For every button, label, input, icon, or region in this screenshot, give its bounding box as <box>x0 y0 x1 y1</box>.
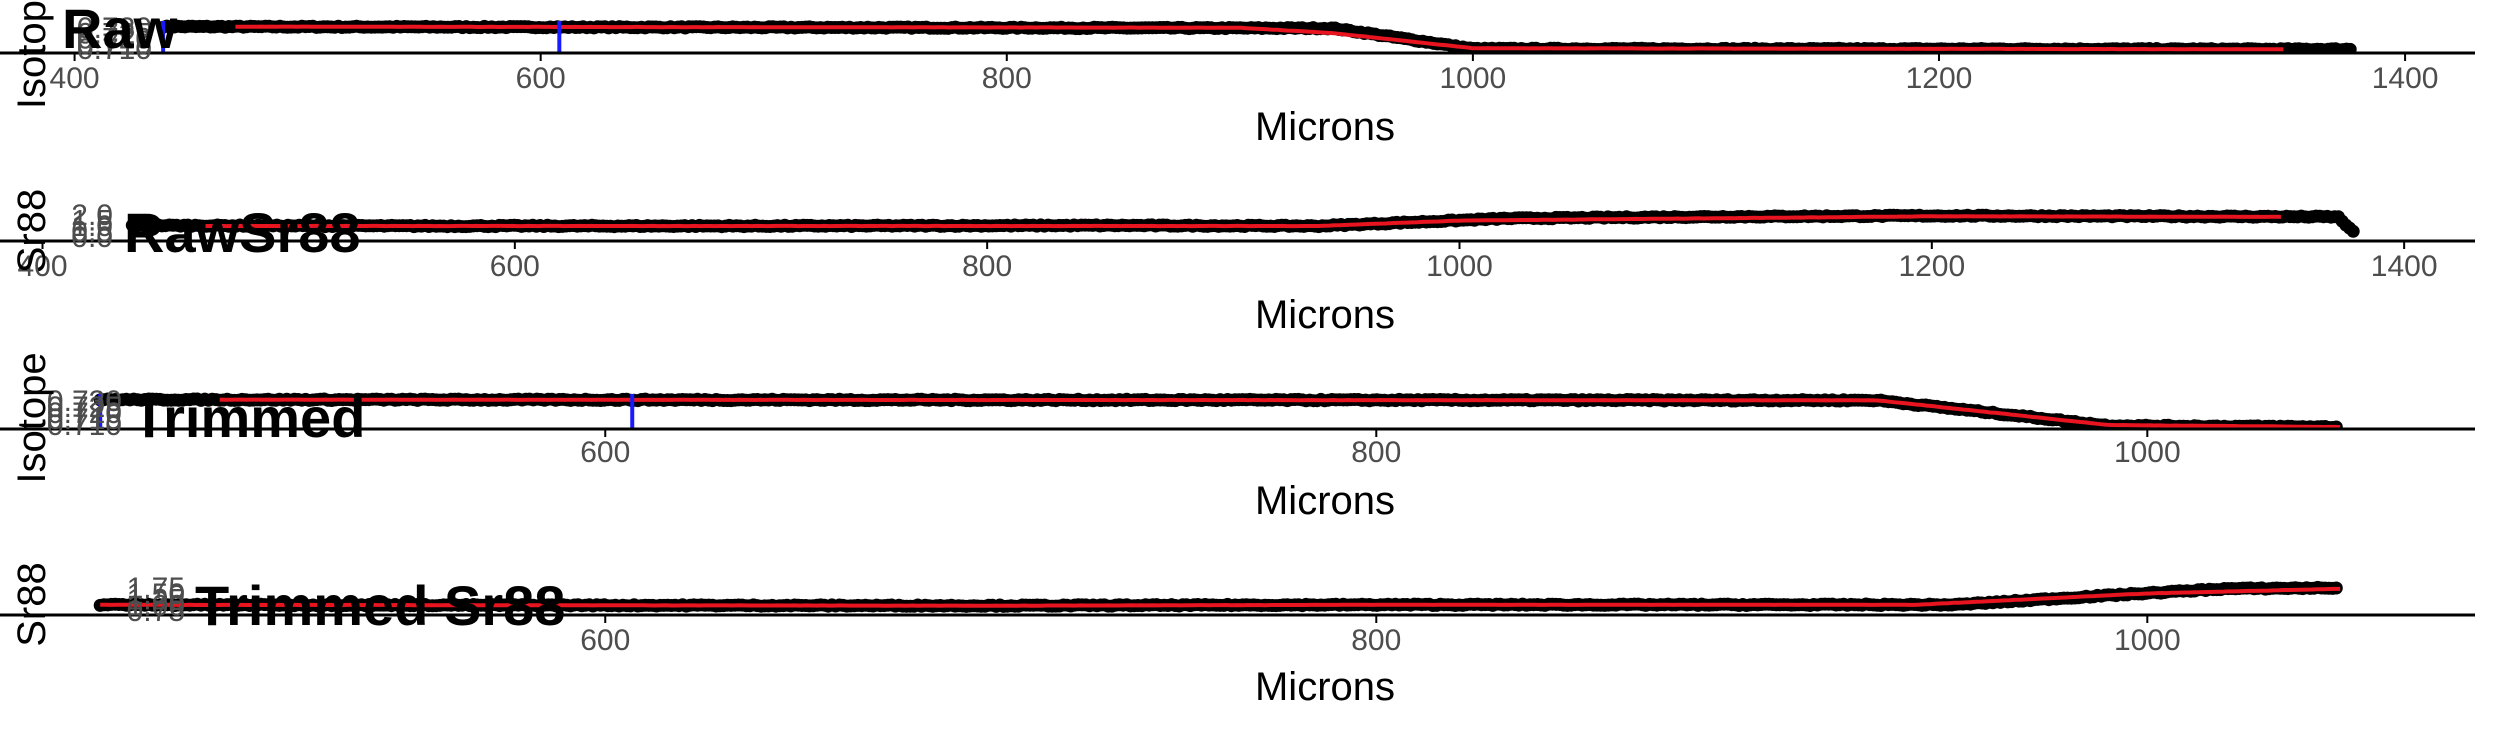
plot-area <box>93 392 2343 430</box>
panel-4: 600 800 1000 0.751.001.251.501.75 Microns Sr8… <box>0 562 2475 709</box>
y-tick-label: 0.720 <box>47 397 122 430</box>
y-tick-label: 0.730 <box>47 385 122 418</box>
x-tick-label: 800 <box>1351 436 1401 469</box>
y-tick-label: 0.0 <box>71 221 113 254</box>
x-axis-label: Microns <box>1255 105 1395 149</box>
y-tick-label: 0.725 <box>77 17 152 50</box>
data-point <box>2343 42 2357 54</box>
panel-title: Raw <box>62 0 178 60</box>
y-tick-label: 0.710 <box>47 409 122 442</box>
x-tick-label: 1000 <box>2114 436 2181 469</box>
x-tick-label: 600 <box>580 624 630 657</box>
x-axis-label: Microns <box>1255 293 1395 337</box>
smoothed-line <box>219 397 2341 430</box>
x-tick-label: 1200 <box>1906 62 1973 95</box>
y-axis-label: Isotope <box>10 352 54 483</box>
y-tick-label: 0.730 <box>77 12 152 45</box>
scatter-points <box>125 208 2360 238</box>
panel-title: RawSr88 <box>124 201 361 264</box>
x-tick-label: 1400 <box>2372 62 2439 95</box>
x-tick-label: 1000 <box>2114 624 2181 657</box>
x-tick-label: 600 <box>490 250 540 283</box>
y-tick-label: 2.0 <box>71 199 113 232</box>
x-tick-label: 400 <box>17 250 67 283</box>
x-tick-label: 1000 <box>1440 62 1507 95</box>
y-tick-label: 1.5 <box>71 205 113 238</box>
x-tick-label: 800 <box>1351 624 1401 657</box>
y-tick-label: 1.00 <box>127 589 185 622</box>
y-tick-label: 1.0 <box>71 210 113 243</box>
smoothed-line <box>100 586 2341 608</box>
y-axis-label: Sr88 <box>10 189 54 274</box>
panel-2: 400 600 800 1000 1200 1400 0.00.51.01.52.0 Micr… <box>0 189 2475 337</box>
x-axis-label: Microns <box>1255 479 1395 523</box>
x-axis-label: Microns <box>1255 665 1395 709</box>
y-tick-label: 0.75 <box>127 595 185 628</box>
y-tick-label: 1.25 <box>127 584 185 617</box>
y-tick-label: 0.715 <box>77 28 152 61</box>
plot-area <box>125 208 2360 238</box>
y-tick-label: 1.50 <box>127 578 185 611</box>
smoothed-line <box>205 214 2281 229</box>
y-axis-label: Sr88 <box>10 562 54 647</box>
x-tick-label: 600 <box>580 436 630 469</box>
data-point <box>2346 224 2360 238</box>
y-tick-label: 0.5 <box>71 216 113 249</box>
x-tick-label: 800 <box>982 62 1032 95</box>
panel-1: 400 600 800 1000 1200 1400 0.7100.7150.7200.72… <box>0 0 2475 149</box>
y-tick-label: 0.720 <box>77 23 152 56</box>
x-tick-label: 1000 <box>1426 250 1493 283</box>
plot-area <box>156 19 2357 54</box>
x-tick-label: 1200 <box>1898 250 1965 283</box>
y-tick-label: 1.75 <box>127 572 185 605</box>
y-tick-label: 0.710 <box>77 33 152 66</box>
x-tick-label: 800 <box>962 250 1012 283</box>
y-tick-label: 0.715 <box>47 403 122 436</box>
plot-area <box>93 580 2343 613</box>
x-tick-label: 400 <box>50 62 100 95</box>
panel-title: Trimmed Sr88 <box>195 574 565 637</box>
x-tick-label: 600 <box>516 62 566 95</box>
smoothed-line <box>235 24 2284 52</box>
y-axis-label: Isotope <box>10 0 54 109</box>
panel-title: Trimmed <box>132 386 365 449</box>
y-tick-label: 0.725 <box>47 391 122 424</box>
x-tick-label: 1400 <box>2371 250 2438 283</box>
